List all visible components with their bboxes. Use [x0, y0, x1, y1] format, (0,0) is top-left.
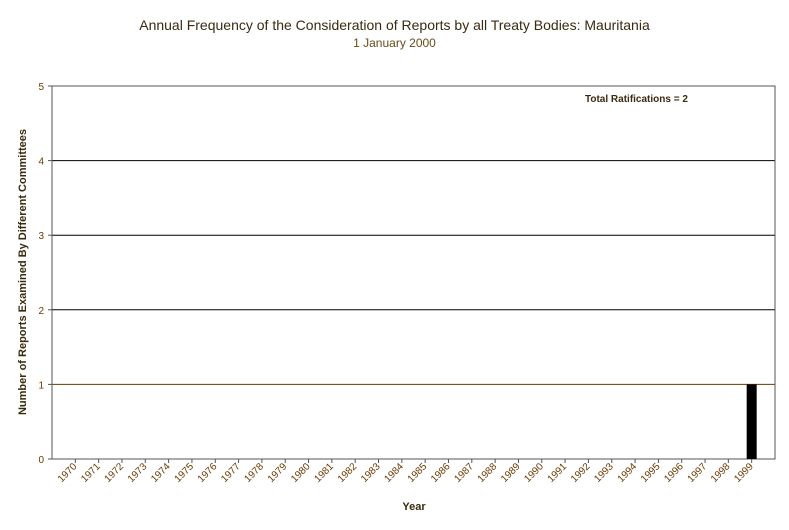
x-tick-label: 1995	[639, 461, 663, 485]
x-tick-label: 1980	[289, 461, 313, 485]
plot-frame	[51, 85, 776, 460]
x-tick-label: 1979	[266, 461, 290, 485]
x-tick-label: 1989	[499, 461, 523, 485]
y-tick-label: 3	[38, 231, 44, 242]
x-tick-label: 1982	[336, 461, 360, 485]
y-tick-label: 0	[38, 455, 44, 466]
x-tick-label: 1994	[616, 461, 640, 485]
x-tick-label: 1999	[732, 461, 756, 485]
x-tick-label: 1998	[709, 461, 733, 485]
total-ratifications-annotation: Total Ratifications = 2	[585, 94, 688, 105]
x-tick-label: 1997	[686, 461, 710, 485]
x-axis-label: Year	[402, 501, 426, 513]
x-tick-label: 1991	[546, 461, 570, 485]
x-tick-label: 1996	[662, 461, 686, 485]
x-tick-label: 1986	[429, 461, 453, 485]
x-tick-label: 1972	[103, 461, 127, 485]
x-tick-label: 1993	[592, 461, 616, 485]
x-tick-label: 1971	[79, 461, 103, 485]
x-tick-label: 1990	[522, 461, 546, 485]
bar-1999	[746, 384, 757, 459]
x-tick-label: 1978	[243, 461, 267, 485]
y-tick-label: 1	[38, 380, 44, 391]
y-tick-label: 4	[38, 157, 44, 168]
x-tick-label: 1973	[126, 461, 150, 485]
x-tick-label: 1992	[569, 461, 593, 485]
x-tick-label: 1970	[56, 461, 80, 485]
x-tick-label: 1983	[359, 461, 383, 485]
x-tick-label: 1984	[382, 461, 406, 485]
chart-subtitle: 1 January 2000	[353, 36, 436, 50]
chart-title: Annual Frequency of the Consideration of…	[139, 17, 650, 33]
x-tick-label: 1977	[219, 461, 243, 485]
y-tick-label: 5	[38, 82, 44, 93]
y-tick-label: 2	[38, 306, 44, 317]
x-tick-label: 1981	[312, 461, 336, 485]
x-tick-label: 1985	[406, 461, 430, 485]
y-axis-label: Number of Reports Examined By Different …	[17, 129, 29, 415]
x-tick-label: 1975	[173, 461, 197, 485]
x-tick-label: 1974	[149, 461, 173, 485]
x-tick-label: 1988	[476, 461, 500, 485]
x-tick-label: 1976	[196, 461, 220, 485]
x-tick-label: 1987	[452, 461, 476, 485]
